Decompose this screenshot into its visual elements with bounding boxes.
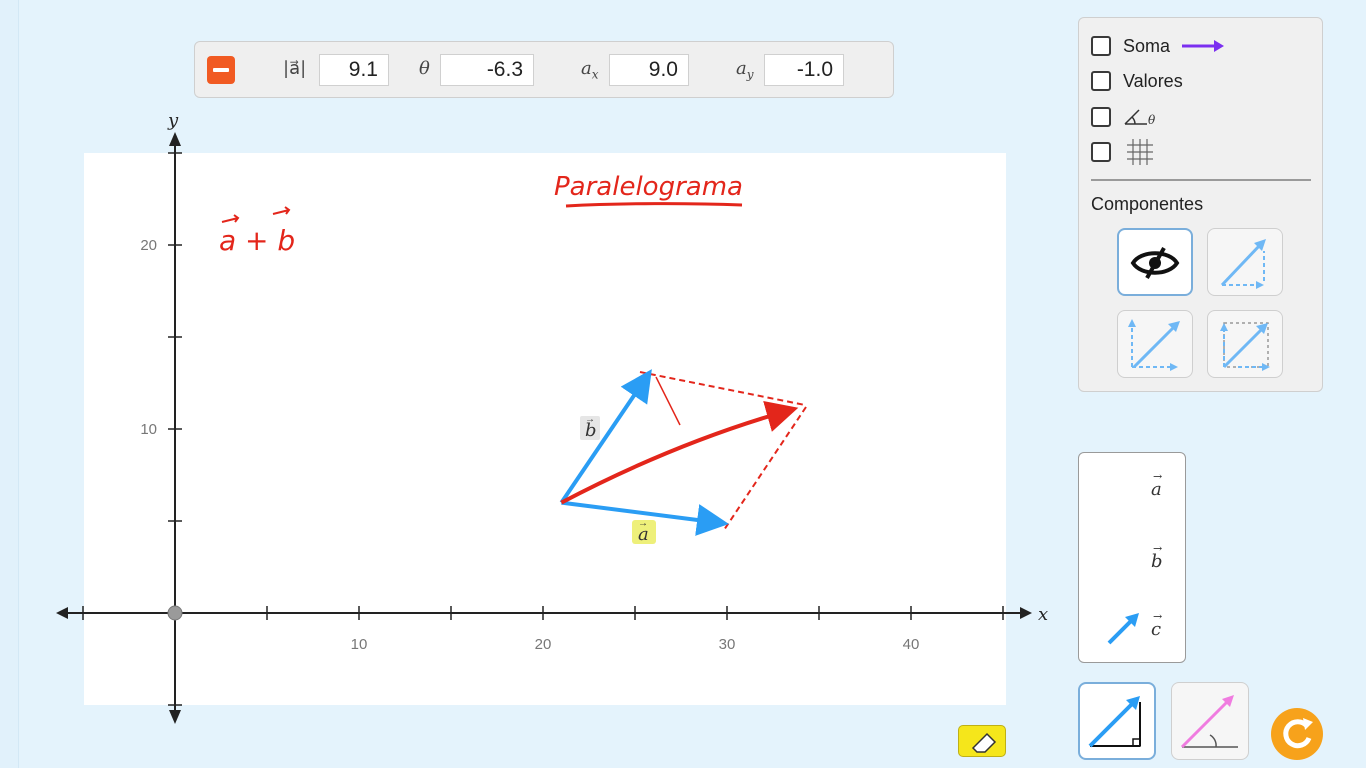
panel-divider — [1091, 179, 1311, 181]
components-origin-button[interactable] — [1117, 310, 1193, 378]
soma-label: Soma — [1123, 35, 1171, 56]
ay-label: ay — [736, 58, 754, 82]
vector-list-item-c[interactable]: → c — [1151, 610, 1163, 640]
ay-field[interactable] — [764, 54, 844, 86]
components-triangle-button[interactable] — [1207, 228, 1283, 296]
valores-label: Valores — [1123, 70, 1183, 91]
graph-area[interactable] — [84, 153, 1006, 705]
soma-option[interactable]: Soma — [1091, 34, 1230, 58]
y-axis-arrow-down — [169, 710, 181, 724]
svg-text:θ: θ — [1148, 113, 1156, 127]
components-heading: Componentes — [1091, 194, 1204, 214]
reset-icon — [1283, 718, 1313, 749]
hide-components-button[interactable] — [1117, 228, 1193, 296]
polar-mode-button[interactable] — [1171, 682, 1249, 760]
angle-option[interactable]: θ — [1091, 105, 1163, 129]
ax-label: ax — [581, 58, 599, 82]
x-axis-arrow-right — [1020, 607, 1032, 619]
theta-label: θ — [419, 58, 430, 79]
x-axis-arrow-left — [56, 607, 68, 619]
polar-vector-icon — [1180, 695, 1238, 749]
components-origin-icon — [1128, 319, 1180, 371]
soma-checkbox[interactable] — [1091, 36, 1111, 56]
purple-arrow-icon — [1182, 40, 1225, 52]
magnitude-field[interactable] — [319, 54, 389, 86]
components-box-button[interactable] — [1207, 310, 1283, 378]
angle-theta-icon: θ — [1124, 109, 1156, 127]
magnitude-label: |a⃗| — [283, 58, 307, 79]
components-box-icon — [1220, 322, 1270, 371]
y-axis-arrow-up — [169, 132, 181, 146]
options-panel: Soma Valores θ Componentes — [1078, 17, 1323, 392]
eraser-button[interactable] — [958, 725, 1006, 757]
components-triangle-icon — [1220, 239, 1266, 289]
vector-values-toolbar: |a⃗| θ ax ay — [194, 41, 894, 98]
theta-field[interactable] — [440, 54, 534, 86]
ax-field[interactable] — [609, 54, 689, 86]
cartesian-mode-button[interactable] — [1078, 682, 1156, 760]
angle-checkbox[interactable] — [1091, 107, 1111, 127]
eye-slash-icon — [1130, 247, 1180, 279]
vector-list: → a → b → c — [1078, 452, 1186, 663]
vector-list-item-b[interactable]: → b — [1151, 542, 1163, 572]
valores-option[interactable]: Valores — [1091, 69, 1183, 93]
vector-list-item-a[interactable]: → a — [1151, 470, 1163, 500]
cartesian-vector-icon — [1088, 696, 1141, 748]
grid-option[interactable] — [1091, 139, 1157, 165]
x-axis-label: x — [1038, 604, 1048, 625]
reset-button[interactable] — [1271, 708, 1323, 760]
grid-checkbox[interactable] — [1091, 142, 1111, 162]
left-frame-edge — [0, 0, 19, 768]
blue-vector-icon[interactable] — [1105, 611, 1145, 647]
valores-checkbox[interactable] — [1091, 71, 1111, 91]
collapse-minus-button[interactable] — [207, 56, 235, 84]
y-axis-label: y — [167, 110, 179, 131]
eraser-icon — [971, 732, 997, 753]
grid-icon — [1127, 139, 1153, 165]
